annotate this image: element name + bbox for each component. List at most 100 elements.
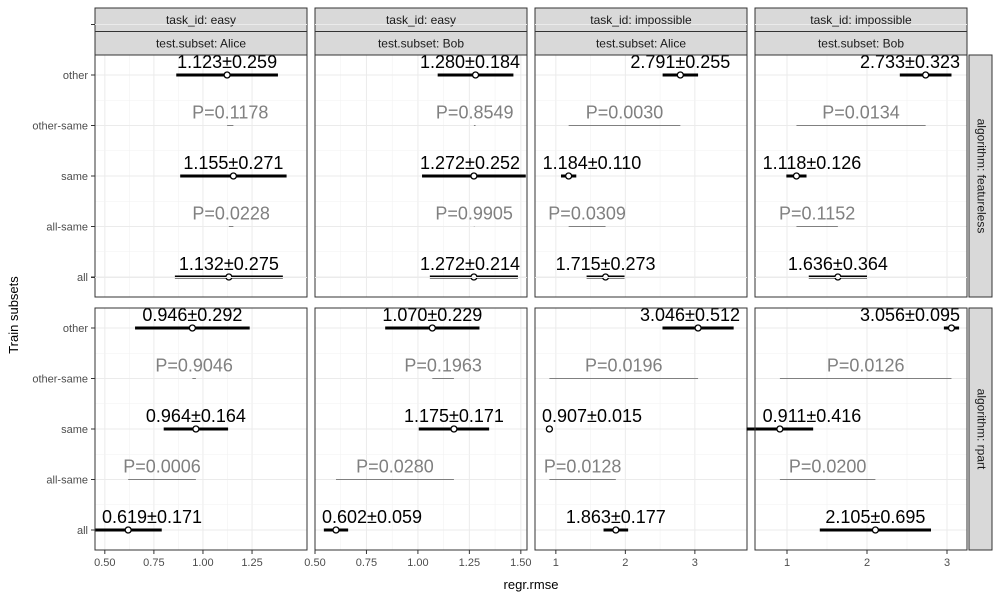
- y-tick-label: all-same: [46, 222, 88, 234]
- x-tick-label: 0.75: [143, 557, 164, 569]
- pvalue-label: P=0.0126: [827, 356, 905, 376]
- panel-border: [314, 307, 528, 551]
- estimate-label: 2.105±0.695: [825, 507, 925, 527]
- y-tick-label: same: [61, 424, 88, 436]
- pvalue-label: P=0.1178: [192, 103, 268, 123]
- panel: P=0.1963 P=0.0280 1.070±0.229 1.175±0.171 0.…: [304, 277, 532, 569]
- estimate-label: 0.907±0.015: [542, 406, 642, 426]
- panel-border: [754, 54, 968, 298]
- x-tick-label: 3: [944, 557, 950, 569]
- estimate-label: 1.715±0.273: [556, 254, 656, 274]
- estimate-label: 1.863±0.177: [566, 507, 666, 527]
- strip-task-label: task_id: impossible: [590, 13, 692, 27]
- estimate-point: [947, 324, 956, 332]
- strip-subset-label: test.subset: Bob: [818, 37, 904, 51]
- estimate-point: [192, 425, 200, 433]
- estimate-label: 1.155±0.271: [183, 153, 283, 173]
- estimate-label: 1.132±0.275: [179, 254, 279, 274]
- estimate-label: 1.280±0.184: [420, 52, 520, 72]
- pvalue-label: P=0.0280: [356, 457, 434, 477]
- x-tick-label: 0.75: [356, 557, 377, 569]
- row-strip-bg: [968, 307, 993, 551]
- estimate-label: 1.272±0.214: [420, 254, 520, 274]
- estimate-point: [188, 324, 197, 332]
- pvalue-label: P=0.0309: [548, 204, 626, 224]
- pvalue-label: P=0.8549: [436, 103, 514, 123]
- panel: P=0.9046 P=0.0006 0.946±0.292 0.964±0.164 0.…: [32, 277, 308, 569]
- estimate-label: 0.602±0.059: [322, 507, 422, 527]
- y-tick-label: all: [77, 272, 88, 284]
- estimate-label: 3.046±0.512: [640, 305, 740, 325]
- x-tick-label: 0.50: [94, 557, 115, 569]
- row-strip-label: algorithm: featureless: [974, 119, 988, 234]
- estimate-label: 0.964±0.164: [146, 406, 246, 426]
- x-tick-label: 1: [784, 557, 790, 569]
- estimate-label: 1.636±0.364: [788, 254, 888, 274]
- strip-task-label: task_id: impossible: [810, 13, 912, 27]
- panel: P=0.0030 P=0.0309 2.791±0.255 1.184±0.110 1.…: [534, 24, 748, 298]
- panel-border: [314, 54, 528, 298]
- estimate-point: [471, 71, 480, 79]
- estimate-label: 2.733±0.323: [860, 52, 960, 72]
- estimate-label: 1.175±0.171: [404, 406, 504, 426]
- estimate-point: [428, 324, 436, 332]
- y-axis-title: Train subsets: [6, 276, 21, 354]
- x-tick-label: 0.50: [304, 557, 325, 569]
- x-tick-label: 1.00: [407, 557, 428, 569]
- estimate-label: 2.791±0.255: [630, 52, 730, 72]
- estimate-point: [450, 425, 458, 433]
- estimate-point: [564, 172, 573, 180]
- x-tick-label: 2: [622, 557, 628, 569]
- y-tick-label: other: [63, 70, 88, 82]
- estimate-point: [223, 71, 231, 79]
- pvalue-label: P=0.1963: [404, 356, 482, 376]
- x-tick-label: 1.25: [459, 557, 480, 569]
- estimate-label: 1.123±0.259: [177, 52, 277, 72]
- estimate-point: [612, 526, 620, 534]
- y-tick-label: same: [61, 171, 88, 183]
- estimate-point: [676, 71, 684, 79]
- estimate-label: 1.272±0.252: [420, 153, 520, 173]
- strip-task-label: task_id: easy: [386, 13, 456, 27]
- estimate-point: [332, 526, 340, 534]
- x-tick-label: 1.25: [241, 557, 262, 569]
- x-tick-label: 1: [553, 557, 559, 569]
- pvalue-label: P=0.0200: [789, 457, 867, 477]
- pvalue-label: P=0.9046: [155, 356, 233, 376]
- pvalue-label: P=0.9905: [435, 204, 513, 224]
- x-tick-label: 1.50: [510, 557, 531, 569]
- pvalue-label: P=0.0134: [822, 103, 900, 123]
- estimate-label: 1.118±0.126: [763, 153, 862, 173]
- estimate-point: [229, 172, 238, 180]
- x-tick-label: 2: [864, 557, 870, 569]
- strip-subset-label: test.subset: Alice: [156, 37, 246, 51]
- pvalue-label: P=0.1152: [779, 204, 855, 224]
- strip-task-label: task_id: easy: [166, 13, 236, 27]
- estimate-point: [921, 71, 930, 79]
- x-axis-title: regr.rmse: [504, 577, 559, 592]
- pvalue-label: P=0.0006: [123, 457, 201, 477]
- panels-layer: task_id: easy test.subset: Alice task_id: …: [32, 7, 993, 569]
- estimate-point: [124, 526, 132, 534]
- estimate-label: 0.946±0.292: [142, 305, 242, 325]
- strip-subset-label: test.subset: Bob: [378, 37, 464, 51]
- panel: P=0.0126 P=0.0200 3.056±0.095 0.911±0.416 2.…: [746, 277, 968, 569]
- strip-subset-label: test.subset: Alice: [596, 37, 686, 51]
- x-tick-label: 3: [692, 557, 698, 569]
- estimate-point: [792, 172, 801, 180]
- y-tick-label: other-same: [32, 121, 88, 133]
- panel-border: [534, 54, 748, 298]
- row-strip-label: algorithm: rpart: [974, 389, 988, 470]
- y-tick-label: all-same: [46, 475, 88, 487]
- estimate-label: 3.056±0.095: [860, 305, 960, 325]
- estimate-label: 0.911±0.416: [763, 406, 862, 426]
- x-tick-label: 1.00: [192, 557, 213, 569]
- pvalue-label: P=0.0196: [585, 356, 663, 376]
- estimate-label: 1.070±0.229: [382, 305, 482, 325]
- panel: P=0.0196 P=0.0128 3.046±0.512 0.907±0.015 1.…: [534, 277, 748, 569]
- estimate-point: [694, 324, 702, 332]
- estimate-label: 1.184±0.110: [543, 153, 642, 173]
- row-strip-bg: [968, 54, 993, 298]
- pvalue-label: P=0.0128: [544, 457, 622, 477]
